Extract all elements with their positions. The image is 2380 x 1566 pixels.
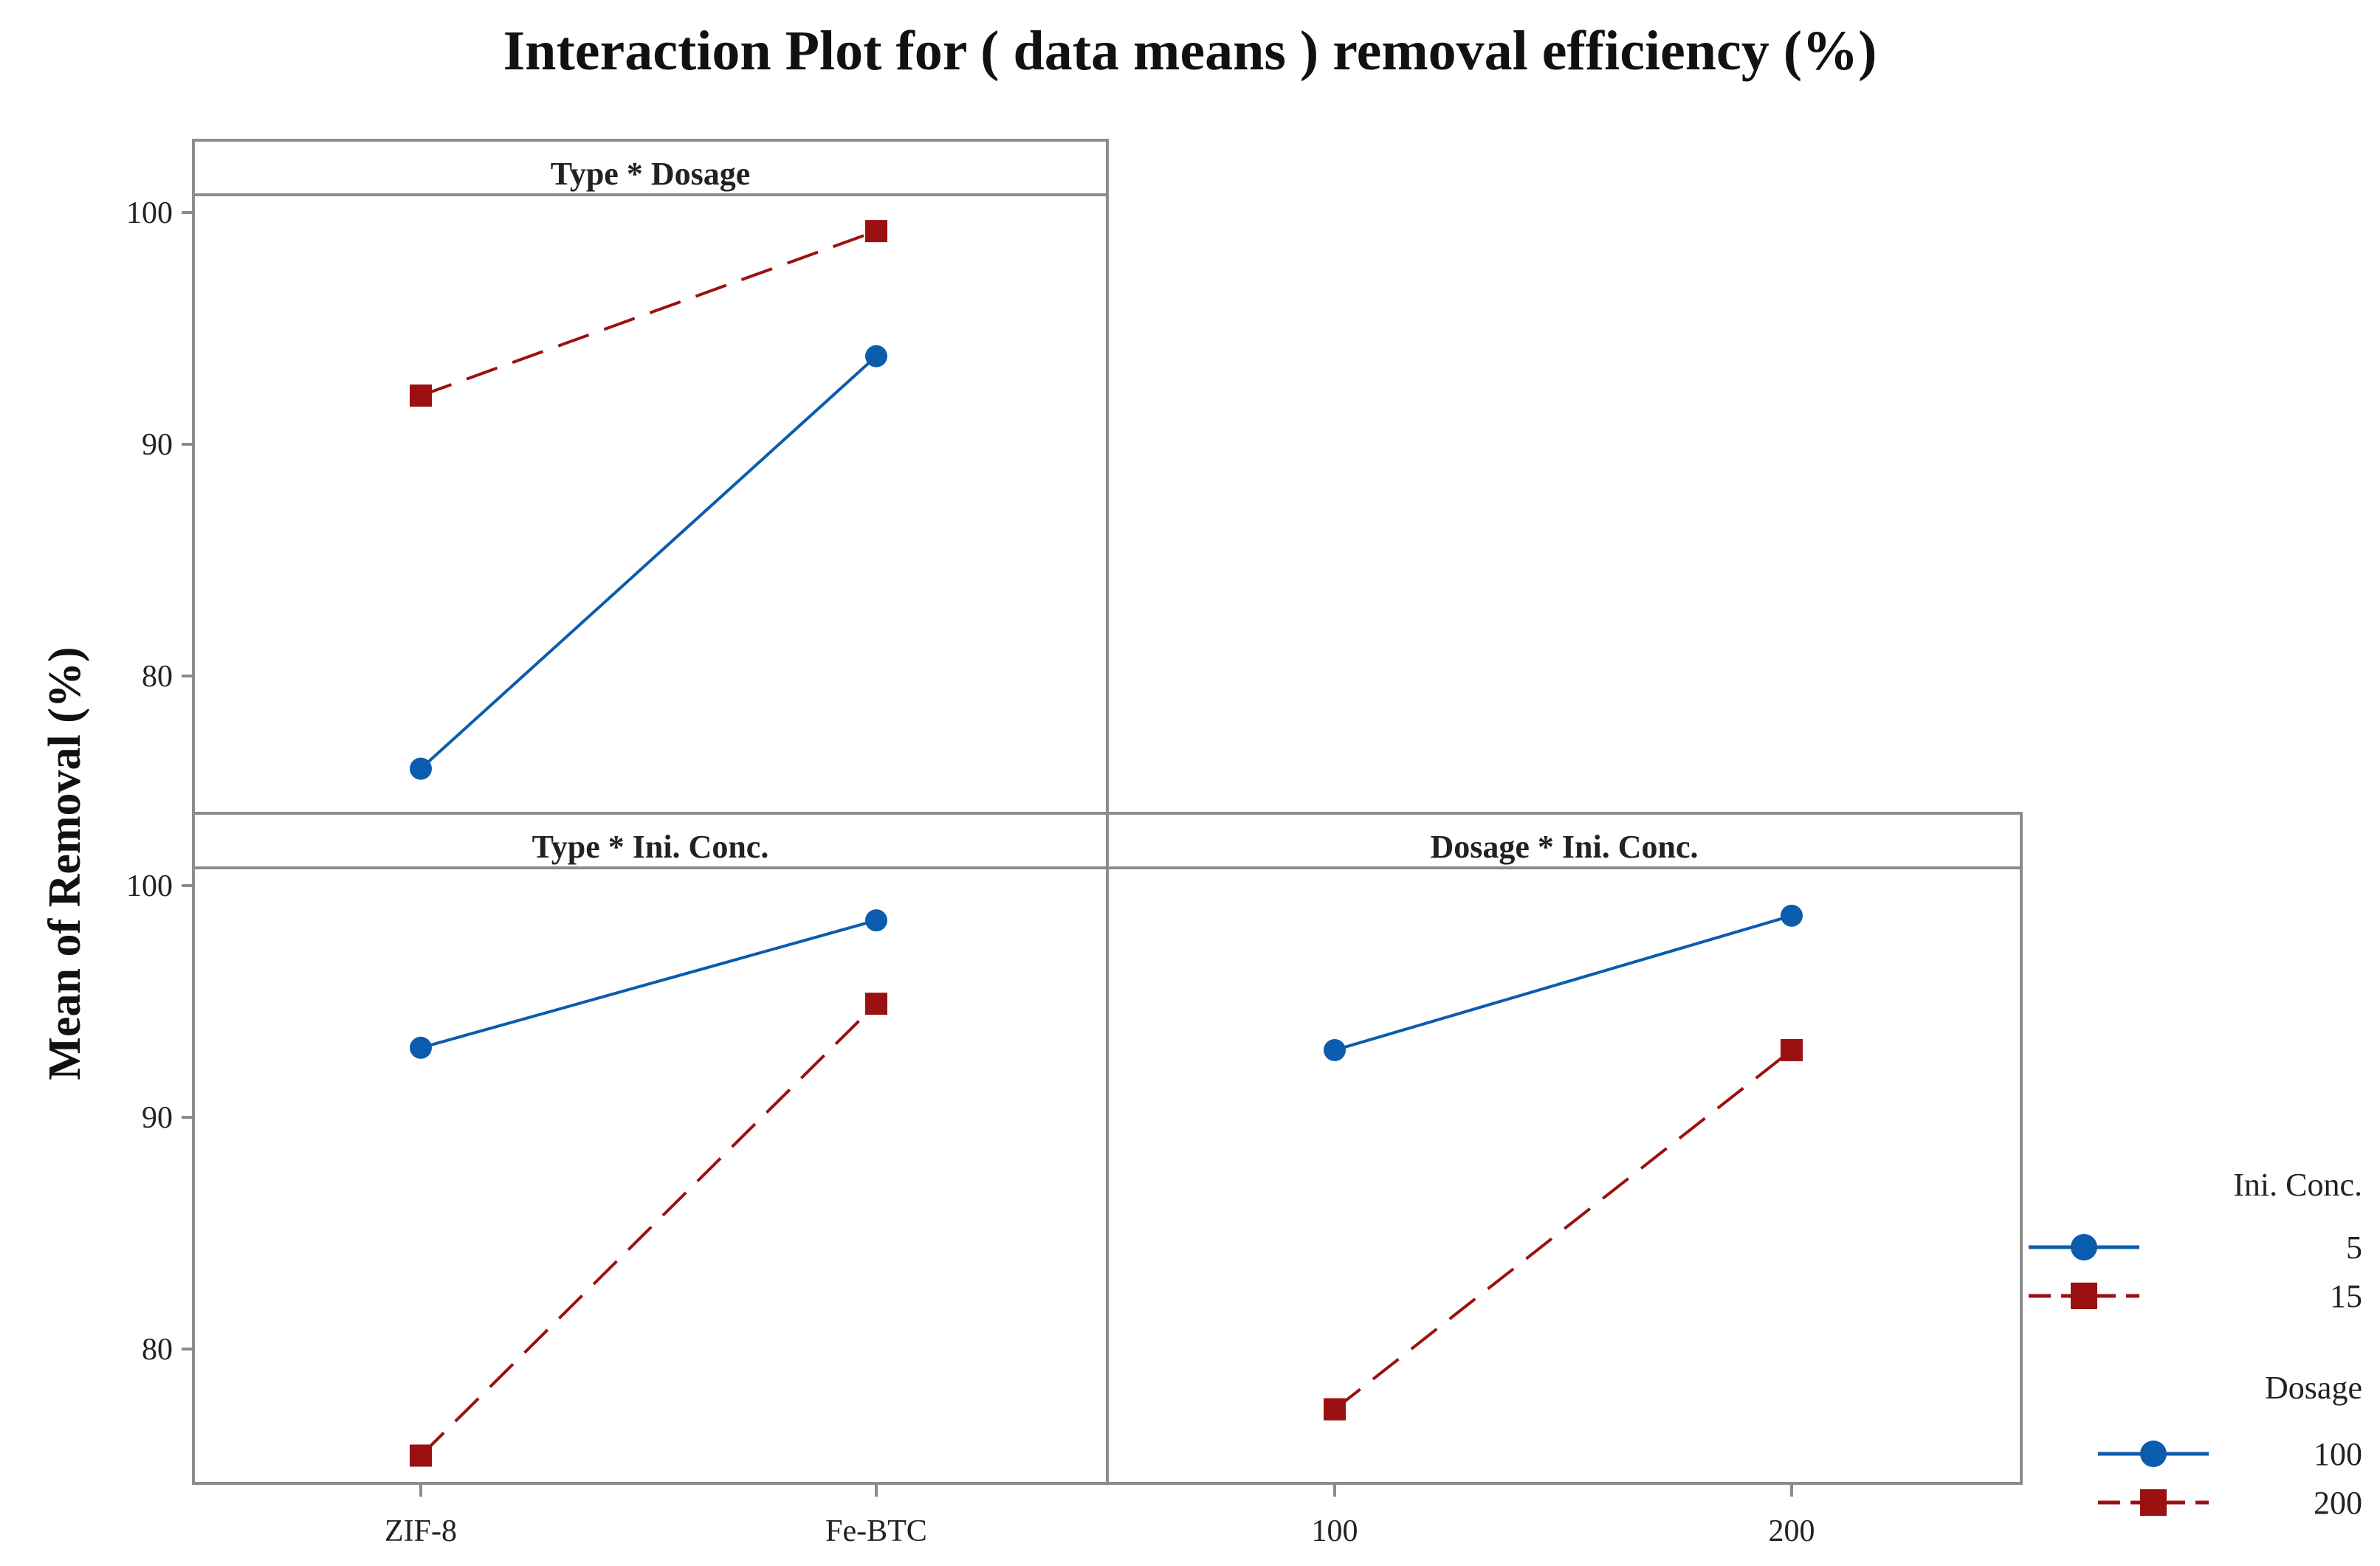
panel-type-dosage: Type * Dosage 80 90 100 xyxy=(126,139,1109,815)
series-type-dosage-200 xyxy=(410,220,887,407)
series-line xyxy=(1333,1049,1793,1411)
legend-label: 5 xyxy=(2346,1229,2362,1266)
data-point-square xyxy=(1781,1038,1803,1061)
data-point-square xyxy=(865,220,887,243)
panel-type-iniconc: Type * Ini. Conc. 80 90 100 ZIF-8 Fe-BTC xyxy=(126,812,1109,1548)
x-tick-label: 200 xyxy=(1769,1514,1815,1548)
panel-title: Type * Ini. Conc. xyxy=(532,829,769,865)
series-dosage-iniconc-15 xyxy=(1324,1038,1803,1421)
series-line xyxy=(420,919,877,1049)
data-point-square xyxy=(865,993,887,1015)
legend-marker-circle xyxy=(2071,1234,2097,1260)
series-type-iniconc-15 xyxy=(410,993,887,1467)
series-line xyxy=(1334,914,1792,1052)
series-type-iniconc-5 xyxy=(410,909,887,1059)
data-point-circle xyxy=(410,1036,432,1059)
data-point-square xyxy=(1324,1398,1346,1421)
series-dosage-iniconc-5 xyxy=(1324,904,1803,1061)
y-tick-label: 80 xyxy=(142,1333,173,1367)
legend-title: Dosage xyxy=(2265,1370,2362,1406)
legend-marker-square xyxy=(2071,1283,2097,1309)
series-line xyxy=(420,230,877,397)
panel-dosage-iniconc: Dosage * Ini. Conc. 100 200 xyxy=(1106,812,2023,1548)
x-tick-label: 100 xyxy=(1312,1514,1358,1548)
y-tick-label: 90 xyxy=(142,1101,173,1135)
series-line xyxy=(419,1002,878,1457)
legend-title: Ini. Conc. xyxy=(2233,1167,2362,1203)
data-point-circle xyxy=(1324,1038,1346,1061)
series-type-dosage-100 xyxy=(410,345,887,780)
legend-label: 15 xyxy=(2330,1278,2362,1314)
legend-label: 200 xyxy=(2314,1485,2362,1521)
data-point-square xyxy=(410,384,432,407)
chart-title: Interaction Plot for ( data means ) remo… xyxy=(503,20,1877,82)
series-line xyxy=(419,355,878,770)
data-point-circle xyxy=(1781,904,1803,927)
y-axis-label: Mean of Removal (%) xyxy=(40,646,90,1080)
x-tick-label: ZIF-8 xyxy=(385,1514,457,1548)
legend-dosage: Dosage 100 200 xyxy=(2098,1370,2362,1521)
y-tick-label: 100 xyxy=(126,869,173,903)
legend-marker-square xyxy=(2140,1489,2167,1516)
legend-ini-conc: Ini. Conc. 5 15 xyxy=(2029,1167,2362,1314)
panel-title: Type * Dosage xyxy=(551,156,751,192)
data-point-square xyxy=(410,1444,432,1467)
panel-frame xyxy=(192,139,1109,815)
panel-frame xyxy=(192,812,1109,1485)
y-tick-label: 80 xyxy=(142,660,173,694)
legend-label: 100 xyxy=(2314,1436,2362,1472)
data-point-circle xyxy=(865,909,887,932)
panel-frame xyxy=(1106,812,2023,1485)
panel-title: Dosage * Ini. Conc. xyxy=(1430,829,1698,865)
y-tick-label: 100 xyxy=(126,196,173,230)
legend-layer: Ini. Conc. 5 15 Dosage 100 200 xyxy=(2029,1167,2362,1521)
data-point-circle xyxy=(865,345,887,368)
panels-layer: Type * Dosage 80 90 100 Type * Ini. Conc. 80 9… xyxy=(126,139,2023,1548)
y-tick-label: 90 xyxy=(142,428,173,462)
legend-marker-circle xyxy=(2140,1441,2167,1467)
data-point-circle xyxy=(410,757,432,780)
x-tick-label: Fe-BTC xyxy=(825,1514,927,1548)
